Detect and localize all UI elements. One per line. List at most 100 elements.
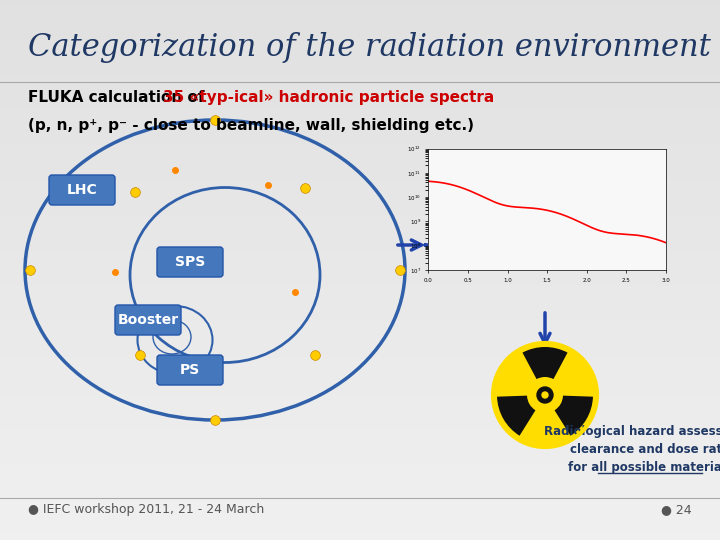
Bar: [0, 59, 720, 62]
Bar: [0, 270, 720, 273]
Bar: [0, 446, 720, 448]
Bar: [0, 73, 720, 76]
Bar: [0, 170, 720, 173]
Bar: [0, 302, 720, 305]
Bar: [0, 202, 720, 205]
Circle shape: [542, 392, 548, 398]
Bar: [0, 235, 720, 238]
Bar: [0, 84, 720, 86]
Bar: [0, 140, 720, 143]
Bar: [0, 40, 720, 43]
Bar: [0, 68, 720, 70]
Text: clearance and dose rate: clearance and dose rate: [570, 443, 720, 456]
Bar: [0, 418, 720, 421]
Bar: [0, 130, 720, 132]
Bar: [0, 308, 720, 310]
Bar: [0, 497, 720, 500]
Wedge shape: [497, 396, 536, 436]
Bar: [0, 243, 720, 246]
Text: ● 24: ● 24: [662, 503, 692, 516]
Bar: [0, 259, 720, 262]
Bar: [0, 8, 720, 11]
Bar: [0, 310, 720, 313]
Bar: [0, 151, 720, 154]
Bar: [0, 443, 720, 445]
Bar: [0, 459, 720, 462]
Bar: [0, 316, 720, 319]
Bar: [0, 62, 720, 65]
Bar: [0, 94, 720, 97]
Bar: [0, 148, 720, 151]
Bar: [0, 5, 720, 8]
Bar: [0, 297, 720, 300]
Bar: [0, 14, 720, 16]
Wedge shape: [554, 396, 593, 436]
Bar: [0, 486, 720, 489]
Bar: [0, 321, 720, 324]
Bar: [0, 394, 720, 397]
Bar: [0, 89, 720, 92]
Bar: [0, 518, 720, 521]
Bar: [0, 97, 720, 100]
Bar: [0, 27, 720, 30]
Bar: [0, 178, 720, 181]
Bar: [0, 424, 720, 427]
Bar: [0, 397, 720, 400]
Bar: [0, 262, 720, 265]
Bar: [0, 440, 720, 443]
Bar: [0, 219, 720, 221]
FancyBboxPatch shape: [157, 355, 223, 385]
Bar: [0, 240, 720, 243]
Bar: [0, 278, 720, 281]
Bar: [0, 505, 720, 508]
Bar: [0, 157, 720, 159]
Bar: [0, 416, 720, 418]
Bar: [0, 510, 720, 513]
Bar: [0, 35, 720, 38]
Bar: [0, 189, 720, 192]
Bar: [0, 221, 720, 224]
Bar: [0, 470, 720, 472]
Bar: [0, 513, 720, 516]
Bar: [0, 356, 720, 359]
Bar: [0, 138, 720, 140]
Bar: [0, 421, 720, 424]
Text: for all possible materials: for all possible materials: [567, 461, 720, 474]
Bar: [0, 410, 720, 413]
Bar: [0, 373, 720, 375]
Bar: [0, 265, 720, 267]
Bar: [0, 284, 720, 286]
Bar: [0, 208, 720, 211]
Bar: [0, 437, 720, 440]
Bar: [0, 100, 720, 103]
Bar: [0, 343, 720, 346]
Bar: [0, 494, 720, 497]
Bar: [0, 526, 720, 529]
Bar: [0, 335, 720, 338]
FancyBboxPatch shape: [49, 175, 115, 205]
Bar: [0, 3, 720, 5]
Bar: [0, 275, 720, 278]
Bar: [0, 105, 720, 108]
Bar: [0, 127, 720, 130]
Bar: [0, 292, 720, 294]
Bar: [0, 43, 720, 46]
Bar: [0, 451, 720, 454]
Bar: [0, 429, 720, 432]
Bar: [0, 216, 720, 219]
Bar: [0, 359, 720, 362]
Circle shape: [531, 381, 559, 409]
Bar: [0, 54, 720, 57]
Bar: [0, 238, 720, 240]
Bar: [0, 478, 720, 481]
Bar: [0, 319, 720, 321]
Bar: [0, 267, 720, 270]
Bar: [0, 448, 720, 451]
Bar: [0, 154, 720, 157]
Bar: [0, 532, 720, 535]
Bar: [0, 22, 720, 24]
Bar: [0, 383, 720, 386]
Bar: [0, 273, 720, 275]
Bar: [0, 122, 720, 124]
FancyBboxPatch shape: [157, 247, 223, 277]
